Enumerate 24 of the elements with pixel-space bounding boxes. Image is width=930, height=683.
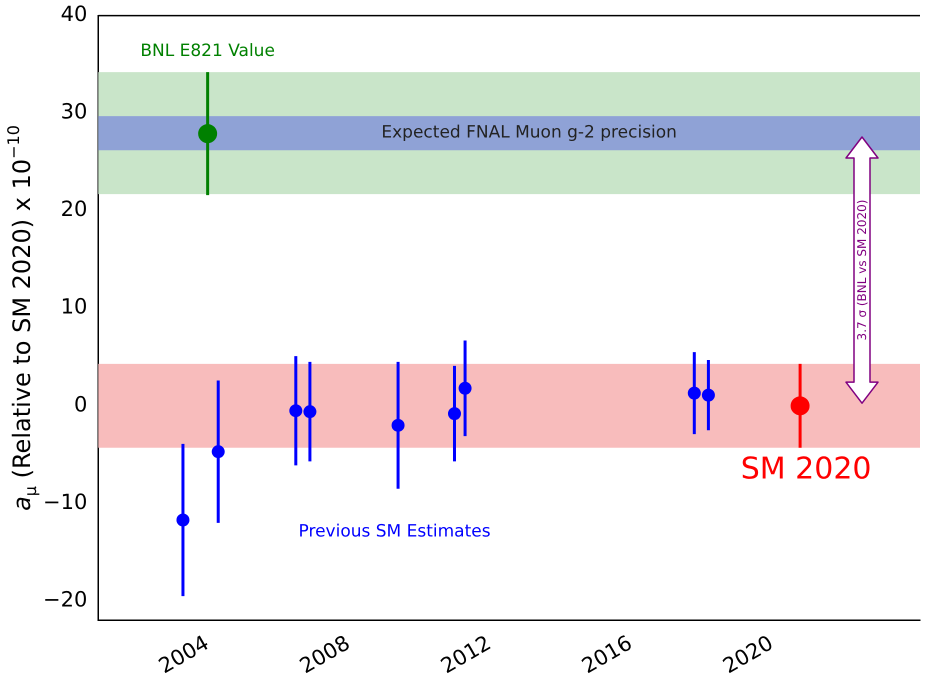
y-tick-label: 10 [60,294,88,319]
text: BNL E821 Value [140,41,275,62]
y-tick-label: 30 [60,100,88,124]
point [688,386,701,400]
point [176,513,190,526]
text: Previous SM Estimates [298,521,491,542]
point [702,388,715,402]
annotation: 3.7 σ (BNL vs SM 2020) [855,199,869,340]
point [392,418,405,432]
point [458,382,472,395]
point [289,404,302,418]
series-label: SM 2020 [740,452,872,487]
y-tick-label: 0 [74,392,88,416]
y-axis-title: aμ (Relative to SM 2020) x 10−10 [4,125,40,511]
point [198,124,218,144]
point [303,405,316,418]
y-tick-label: 40 [60,2,88,26]
y-tick-label: 20 [60,197,88,222]
y-tick-label: −20 [42,587,88,612]
point [212,445,225,458]
point [790,396,810,416]
y-tick-label: −10 [42,490,88,514]
point [448,407,461,420]
band-label: Expected FNAL Muon g-2 precision [381,122,677,143]
